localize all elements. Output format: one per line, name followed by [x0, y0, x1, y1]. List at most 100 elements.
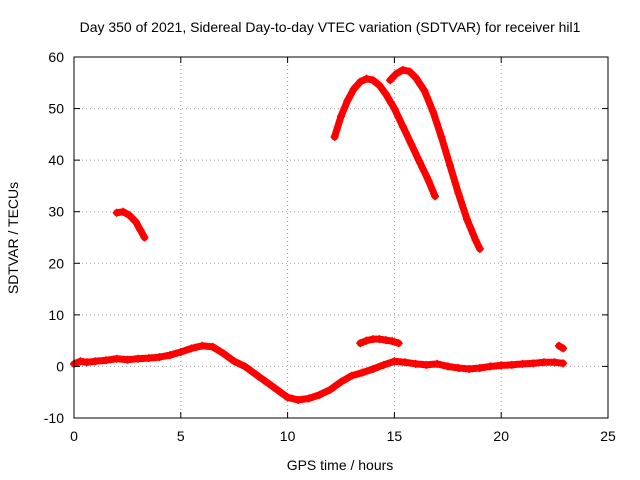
y-tick-label: 0	[56, 358, 64, 374]
data-point	[433, 359, 442, 368]
y-axis-label: SDTVAR / TECUs	[5, 182, 21, 294]
data-point	[454, 363, 463, 372]
data-point	[375, 81, 384, 90]
data-point	[475, 363, 484, 372]
data-point	[125, 211, 134, 220]
data-point	[401, 358, 410, 367]
data-point	[102, 356, 111, 365]
data-band	[331, 75, 439, 200]
x-tick-label: 25	[600, 428, 616, 444]
series-segment-12-17h	[330, 74, 439, 201]
data-point	[529, 359, 538, 368]
y-tick-label: 40	[48, 152, 64, 168]
x-tick-label: 10	[280, 428, 296, 444]
data-point	[349, 84, 358, 93]
axis-ticks: 0 5 10 15 20 25 -10 0 10 20 30 40 50 60	[44, 49, 616, 444]
data-point	[198, 341, 207, 350]
data-point	[463, 215, 472, 224]
data-point	[430, 192, 439, 201]
data-point	[388, 337, 397, 346]
data-point	[475, 244, 484, 253]
data-point	[362, 336, 371, 345]
x-tick-label: 5	[177, 428, 185, 444]
data-point	[283, 393, 292, 402]
data-point	[394, 339, 403, 348]
data-point	[187, 344, 196, 353]
data-point	[405, 67, 414, 76]
data-point	[119, 207, 128, 216]
data-band	[386, 66, 484, 253]
data-point	[123, 355, 132, 364]
data-point	[398, 65, 407, 74]
data-point	[112, 354, 121, 363]
x-tick-label: 15	[387, 428, 403, 444]
data-point	[424, 176, 433, 185]
data-point	[337, 112, 345, 121]
data-point	[369, 365, 378, 374]
data-point	[454, 189, 463, 198]
series-segment-2-3h	[112, 207, 149, 242]
data-point	[407, 140, 416, 149]
data-point	[304, 394, 313, 403]
data-point	[358, 368, 367, 377]
data-point	[315, 390, 324, 399]
data-point	[369, 76, 378, 85]
data-point	[240, 362, 249, 371]
data-point	[272, 385, 281, 394]
data-point	[381, 90, 390, 99]
data-point	[539, 358, 548, 367]
data-point	[445, 161, 454, 170]
data-point	[390, 357, 399, 366]
data-point	[559, 359, 568, 368]
data-point	[294, 395, 303, 404]
y-tick-label: 20	[48, 255, 64, 271]
data-point	[140, 233, 149, 242]
series-segment-13-15h	[356, 335, 403, 348]
data-point	[550, 358, 559, 367]
data-point	[251, 370, 260, 379]
data-point	[134, 354, 143, 363]
x-tick-label: 0	[70, 428, 78, 444]
chart-title: Day 350 of 2021, Sidereal Day-to-day VTE…	[80, 19, 581, 35]
data-point	[144, 354, 153, 363]
x-axis-label: GPS time / hours	[287, 457, 394, 473]
data-band	[70, 342, 567, 404]
data-point	[347, 371, 356, 380]
y-tick-label: 30	[48, 204, 64, 220]
data-point	[428, 107, 437, 116]
x-tick-label: 20	[493, 428, 509, 444]
data-point	[411, 73, 420, 82]
data-point	[381, 336, 390, 345]
data-point	[497, 361, 506, 370]
series-segment-15-19h	[386, 65, 484, 253]
data-point	[554, 341, 563, 350]
series-segment-22-23h	[554, 341, 568, 353]
data-point	[422, 360, 431, 369]
data-point	[337, 377, 345, 386]
data-point	[486, 362, 495, 371]
data-point	[356, 339, 365, 348]
data-point	[443, 362, 452, 371]
data-point	[392, 69, 401, 78]
series-baseline	[70, 341, 568, 404]
data-point	[386, 76, 395, 85]
y-tick-label: 60	[48, 49, 64, 65]
data-point	[465, 365, 474, 374]
data-point	[219, 349, 228, 358]
data-point	[176, 347, 185, 356]
data-point	[82, 358, 91, 367]
data-point	[76, 357, 85, 366]
data-point	[390, 104, 399, 113]
y-tick-label: -10	[44, 410, 64, 426]
data-point	[91, 357, 100, 366]
data-point	[437, 132, 446, 141]
data-point	[398, 122, 407, 131]
data-point	[518, 359, 527, 368]
data-point	[420, 86, 429, 95]
data-point	[262, 377, 271, 386]
data-point	[230, 357, 239, 366]
data-point	[416, 158, 425, 167]
data-point	[507, 360, 516, 369]
y-tick-label: 10	[48, 307, 64, 323]
